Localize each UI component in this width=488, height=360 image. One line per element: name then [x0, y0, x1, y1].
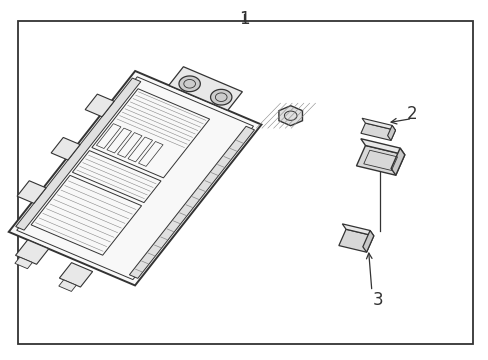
Polygon shape: [179, 76, 200, 92]
Polygon shape: [342, 224, 373, 236]
Polygon shape: [51, 138, 80, 160]
Polygon shape: [16, 78, 141, 230]
Polygon shape: [85, 94, 114, 117]
Polygon shape: [390, 148, 404, 175]
Polygon shape: [360, 123, 395, 140]
Polygon shape: [387, 125, 395, 140]
Polygon shape: [356, 145, 404, 175]
Text: 2: 2: [406, 105, 417, 123]
Polygon shape: [168, 67, 242, 110]
Polygon shape: [362, 230, 373, 252]
Polygon shape: [16, 240, 49, 264]
Polygon shape: [59, 280, 76, 292]
Text: 1: 1: [239, 10, 249, 28]
Polygon shape: [338, 229, 373, 252]
Polygon shape: [360, 139, 404, 155]
Polygon shape: [129, 126, 254, 278]
Polygon shape: [210, 89, 231, 105]
Polygon shape: [9, 71, 261, 285]
Polygon shape: [17, 181, 46, 203]
Polygon shape: [59, 263, 92, 287]
Polygon shape: [15, 257, 32, 269]
Polygon shape: [361, 118, 395, 130]
Text: 3: 3: [372, 291, 383, 309]
Polygon shape: [278, 106, 302, 126]
